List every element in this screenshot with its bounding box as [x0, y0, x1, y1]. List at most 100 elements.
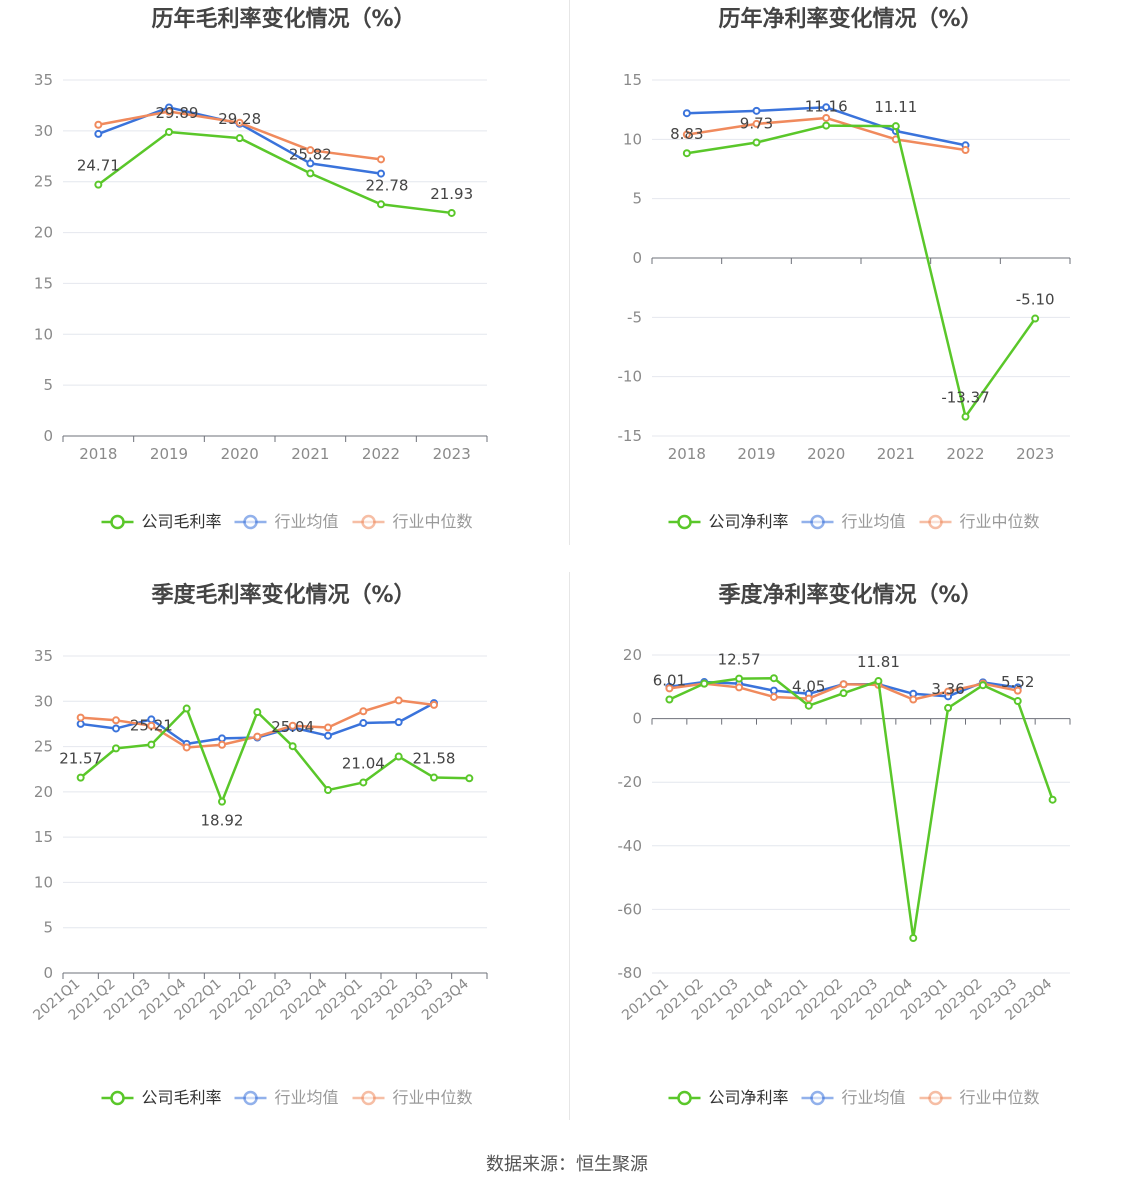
- legend-item-avg: 行业均值: [234, 512, 339, 531]
- x-tick-label: 2023: [433, 445, 471, 463]
- y-tick-label: 5: [632, 190, 642, 208]
- y-tick-label: 25: [34, 173, 53, 191]
- data-label: 25.82: [289, 145, 332, 163]
- data-point-company: [874, 677, 883, 686]
- legend-item-median: 行业中位数: [919, 1088, 1040, 1107]
- data-point-company: [735, 674, 744, 683]
- data-label: 29.28: [218, 110, 261, 128]
- vertical-divider: [569, 0, 570, 545]
- legend-item-median: 行业中位数: [919, 512, 1040, 531]
- data-point-avg: [94, 129, 103, 138]
- data-point-company: [377, 200, 385, 209]
- x-tick-label: 2019: [737, 445, 775, 463]
- legend-marker: [810, 1090, 825, 1106]
- legend-item-company: 公司净利率: [668, 1088, 789, 1107]
- data-point-median: [359, 707, 368, 716]
- x-tick-label: 2021: [291, 445, 329, 463]
- legend-marker: [677, 514, 692, 530]
- data-label: 12.57: [718, 651, 761, 669]
- legend-item-company: 公司净利率: [668, 512, 789, 531]
- legend-item-avg: 行业均值: [801, 512, 906, 531]
- data-point-median: [822, 113, 831, 122]
- data-source: 数据来源：恒生聚源: [486, 1154, 648, 1175]
- data-point-company: [447, 208, 456, 217]
- y-tick-label: 30: [34, 122, 53, 140]
- data-point-company: [465, 774, 474, 783]
- series-line-company: [686, 124, 1037, 418]
- x-tick-label: 2020: [807, 445, 845, 463]
- legend-marker: [677, 1090, 692, 1106]
- data-label: 21.04: [342, 754, 385, 772]
- legend-marker: [243, 514, 258, 530]
- data-label: 6.01: [653, 671, 686, 689]
- data-label: 21.57: [59, 750, 102, 768]
- y-tick-label: 20: [34, 224, 53, 242]
- x-tick-label: 2023: [1016, 445, 1054, 463]
- y-tick-label: -15: [618, 427, 643, 445]
- data-point-median: [288, 721, 297, 730]
- legend-item-avg: 行业均值: [801, 1088, 906, 1107]
- chart-title: 季度净利率变化情况（%）: [718, 582, 982, 608]
- data-label: 8.83: [670, 125, 703, 143]
- data-label: 25.04: [271, 718, 314, 736]
- data-point-median: [218, 740, 226, 749]
- data-point-company: [430, 773, 438, 782]
- y-tick-label: 0: [43, 427, 53, 445]
- legend-label: 行业均值: [275, 512, 339, 531]
- chart-title: 季度毛利率变化情况（%）: [151, 582, 415, 608]
- data-point-median: [377, 155, 385, 164]
- data-point-avg: [682, 109, 691, 118]
- data-point-median: [182, 743, 191, 752]
- data-point-median: [665, 684, 674, 693]
- data-point-median: [839, 680, 848, 689]
- legend-marker: [810, 514, 825, 530]
- chart-annual-gross-margin: 历年毛利率变化情况（%） 0 5 10 15 20 25 30 35 2018 2019 2020 20…: [0, 0, 567, 545]
- y-tick-label: 25: [34, 738, 53, 756]
- data-point-median: [909, 695, 918, 704]
- data-point-avg: [324, 731, 332, 740]
- y-tick-label: 20: [623, 646, 642, 664]
- chart-svg: 季度毛利率变化情况（%）051015202530352021Q12021Q220…: [30, 582, 488, 1107]
- y-tick-label: 15: [623, 71, 642, 89]
- chart-svg: 历年净利率变化情况（%） -15 -10 -5 0 5 10 15 2018 2019 2020 20…: [618, 6, 1071, 531]
- y-tick-label: -5: [627, 308, 642, 326]
- legend-label: 行业中位数: [393, 512, 473, 531]
- legend-label: 公司净利率: [709, 512, 789, 531]
- legend-marker: [110, 1090, 125, 1106]
- legend-label: 行业中位数: [393, 1088, 473, 1107]
- data-point-company: [235, 134, 244, 143]
- legend-label: 公司净利率: [709, 1088, 789, 1107]
- y-tick-label: 0: [632, 710, 642, 728]
- data-point-company: [700, 679, 709, 688]
- data-point-company: [1031, 314, 1040, 323]
- legend-label: 行业均值: [275, 1088, 339, 1107]
- legend-marker: [361, 1090, 376, 1106]
- data-point-company: [94, 180, 103, 189]
- data-point-company: [909, 934, 918, 943]
- x-tick-label: 2022: [946, 445, 984, 463]
- data-point-company: [804, 701, 813, 710]
- data-point-median: [1013, 686, 1022, 695]
- x-tick-label: 2018: [668, 445, 706, 463]
- data-point-avg: [76, 719, 85, 728]
- y-tick-label: 0: [43, 964, 53, 982]
- data-point-median: [76, 713, 85, 722]
- data-point-company: [944, 703, 953, 712]
- data-point-company: [961, 412, 970, 421]
- legend-item-median: 行业中位数: [352, 512, 473, 531]
- chart-quarterly-gross-margin: 季度毛利率变化情况（%） 0 5 10 15 20 25 30 35 2021Q1 2021Q2 20…: [0, 572, 567, 1122]
- data-point-company: [218, 797, 226, 806]
- legend-label: 行业均值: [842, 512, 906, 531]
- data-point-company: [1048, 795, 1057, 804]
- chart-svg: 历年毛利率变化情况（%） 0 5 10 15 20 25 30 35 2018 2019 2020 20…: [34, 6, 488, 531]
- chart-quarterly-net-margin: 季度净利率变化情况（%） -80 -60 -40 -20 0 20 2021Q1 2021Q2 2…: [567, 572, 1134, 1122]
- data-point-median: [944, 687, 953, 696]
- legend-item-company: 公司毛利率: [101, 1088, 222, 1107]
- data-point-company: [1013, 697, 1022, 706]
- data-label: 21.58: [413, 750, 456, 768]
- chart-annual-net-margin: 历年净利率变化情况（%） -15 -10 -5 0 5 10 15 2018 2019 2020 20…: [567, 0, 1134, 545]
- y-tick-label: 0: [632, 249, 642, 267]
- data-label: 11.81: [857, 653, 900, 671]
- vertical-divider: [569, 572, 570, 1120]
- x-tick-label: 2022: [362, 445, 400, 463]
